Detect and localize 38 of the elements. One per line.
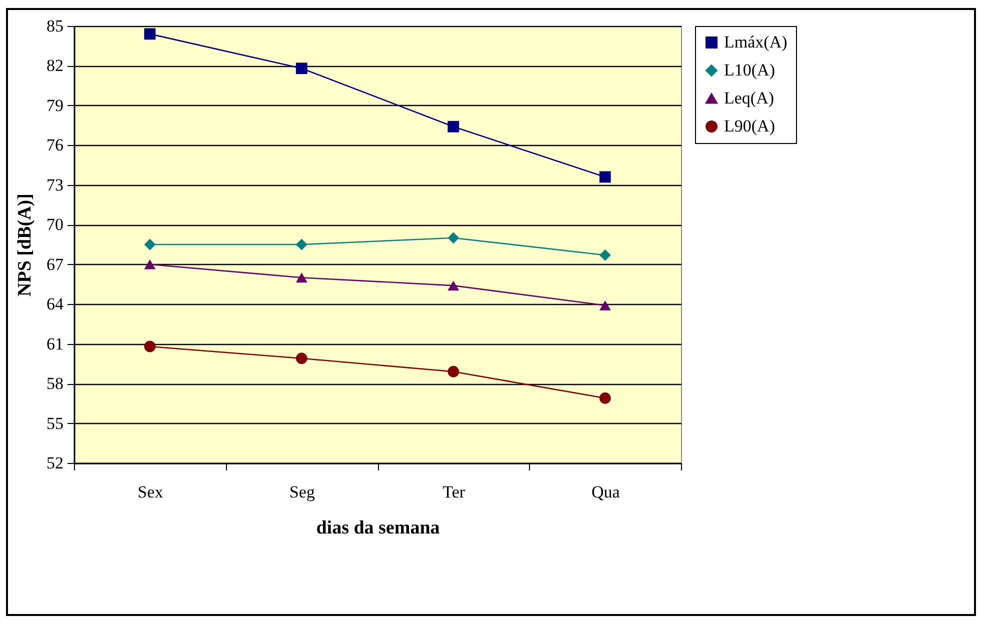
point [144,259,156,270]
y-tick-label: 55 [46,414,64,433]
point [144,28,156,40]
legend-label: Lmáx(A) [724,32,788,52]
y-tick-label: 52 [46,454,64,472]
point [599,171,611,183]
x-tick-label: Sex [138,482,164,502]
point [599,392,611,404]
legend-label: L90(A) [724,116,775,136]
y-tick-label: 58 [46,374,64,394]
x-tick-label: Ter [442,482,466,502]
y-tick-label: 85 [46,16,64,36]
x-tick-label: Seg [289,482,316,502]
y-tick-label: 79 [46,96,64,115]
y-axis-title: NPS [dB(A)] [14,194,36,296]
y-tick-label: 73 [46,175,64,194]
legend-label: Leq(A) [724,88,774,108]
x-axis-title: dias da semana [316,518,440,538]
point [599,249,611,261]
y-tick-label: 64 [46,294,64,314]
point [296,352,308,364]
point [296,272,308,283]
y-tick-label: 61 [46,334,64,354]
point [296,62,308,74]
y-tick-label: 67 [46,254,64,274]
y-tick-label: 70 [46,215,64,234]
point [296,238,308,250]
y-tick-label: 82 [46,56,64,76]
y-tick-label: 76 [46,136,64,155]
point [448,280,460,290]
point [448,120,460,132]
x-tick-label: Qua [591,482,620,502]
legend-label: L10(A) [724,60,775,80]
point [448,232,460,244]
point [144,238,156,250]
point [144,340,156,352]
point [448,366,460,378]
point [599,300,611,310]
